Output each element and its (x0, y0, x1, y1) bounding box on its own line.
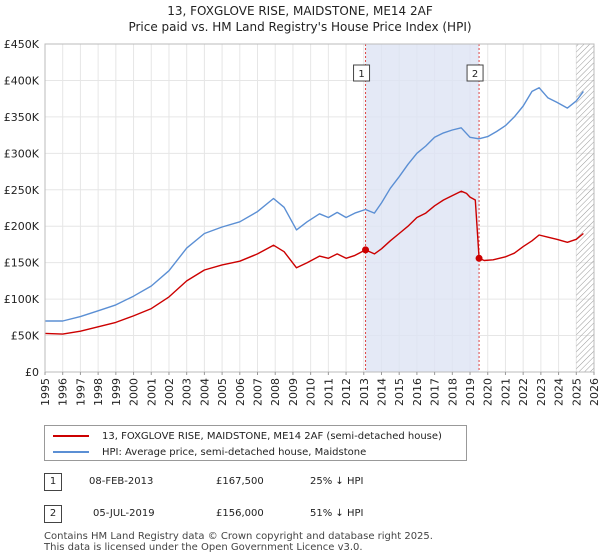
x-tick-label: 2009 (287, 378, 300, 406)
x-tick-label: 2021 (499, 378, 512, 406)
sale-box-2 (466, 64, 484, 82)
x-tick-label: 1999 (110, 378, 123, 406)
sale-point-2 (475, 254, 483, 262)
plot-frame (44, 43, 595, 373)
legend-line-hpi (53, 451, 89, 453)
sale-box-label-2: 2 (472, 69, 478, 80)
hpi-line (45, 87, 584, 322)
sale-badge: 2 (44, 505, 62, 523)
chart-title-line2: Price paid vs. HM Land Registry's House … (128, 20, 472, 34)
y-tick-label: £200K (4, 220, 40, 233)
y-tick-label: £250K (4, 184, 40, 197)
plot-background (45, 44, 594, 372)
x-tick-label: 2006 (234, 378, 247, 406)
x-tick-label: 2018 (446, 378, 459, 406)
legend-label-hpi: HPI: Average price, semi-detached house,… (102, 446, 367, 458)
chart-title-line1: 13, FOXGLOVE RISE, MAIDSTONE, ME14 2AF (167, 4, 433, 18)
future-hatch (576, 44, 594, 372)
x-tick-label: 2005 (216, 378, 229, 406)
sale-delta: 25% ↓ HPI (310, 476, 364, 487)
x-tick-label: 2023 (535, 378, 548, 406)
x-tick-label: 2025 (570, 378, 583, 406)
x-tick-label: 1996 (57, 378, 70, 406)
legend-item-hpi: HPI: Average price, semi-detached house,… (53, 445, 366, 459)
footer-copyright: Contains HM Land Registry data © Crown c… (44, 531, 433, 542)
x-tick-label: 2001 (145, 378, 158, 406)
y-tick-label: £300K (4, 147, 40, 160)
footer-licence: This data is licensed under the Open Gov… (44, 542, 363, 553)
x-tick-label: 1997 (74, 378, 87, 406)
x-tick-label: 1998 (92, 378, 105, 406)
sale-badge: 1 (44, 473, 62, 491)
y-tick-label: £150K (4, 257, 40, 270)
y-tick-label: £0 (25, 366, 39, 379)
sale-box-1 (353, 64, 371, 82)
y-tick-label: £400K (4, 74, 40, 87)
sale-point-1 (362, 246, 370, 254)
sale-price: £156,000 (216, 508, 264, 519)
legend-line-property (53, 435, 89, 437)
property-price-line (44, 190, 584, 335)
y-tick-label: £450K (4, 38, 40, 51)
x-tick-label: 2015 (393, 378, 406, 406)
x-tick-label: 2022 (517, 378, 530, 406)
x-tick-label: 1995 (39, 378, 52, 406)
x-tick-label: 2014 (375, 378, 388, 406)
x-tick-label: 2007 (252, 378, 265, 406)
y-tick-label: £350K (4, 111, 40, 124)
chart-area: 1 2 £0 £50K £100K £150K £200K £250K £300K £350K £… (4, 38, 600, 406)
sale-delta: 51% ↓ HPI (310, 508, 364, 519)
x-tick-label: 2004 (198, 378, 211, 406)
x-tick-label: 2026 (588, 378, 600, 406)
x-tick-label: 2002 (163, 378, 176, 406)
x-tick-label: 2020 (482, 378, 495, 406)
sale-box-label-1: 1 (358, 69, 364, 80)
x-tick-label: 2016 (411, 378, 424, 406)
x-tick-label: 2000 (128, 378, 141, 406)
sale-date: 08-FEB-2013 (89, 476, 154, 487)
sale-date: 05-JUL-2019 (93, 508, 155, 519)
x-tick-label: 2003 (181, 378, 194, 406)
legend: 13, FOXGLOVE RISE, MAIDSTONE, ME14 2AF (… (44, 425, 467, 461)
x-tick-label: 2010 (305, 378, 318, 406)
x-tick-label: 2024 (553, 378, 566, 406)
x-tick-label: 2017 (429, 378, 442, 406)
x-tick-label: 2019 (464, 378, 477, 406)
x-tick-label: 2013 (358, 378, 371, 406)
x-tick-label: 2008 (269, 378, 282, 406)
y-tick-label: £50K (11, 330, 40, 343)
sale-period-band (365, 44, 480, 372)
legend-label-property: 13, FOXGLOVE RISE, MAIDSTONE, ME14 2AF (… (102, 430, 442, 442)
y-tick-label: £100K (4, 293, 40, 306)
legend-item-property: 13, FOXGLOVE RISE, MAIDSTONE, ME14 2AF (… (53, 429, 442, 443)
x-tick-label: 2011 (322, 378, 335, 406)
x-tick-label: 2012 (340, 378, 353, 406)
sale-price: £167,500 (216, 476, 264, 487)
